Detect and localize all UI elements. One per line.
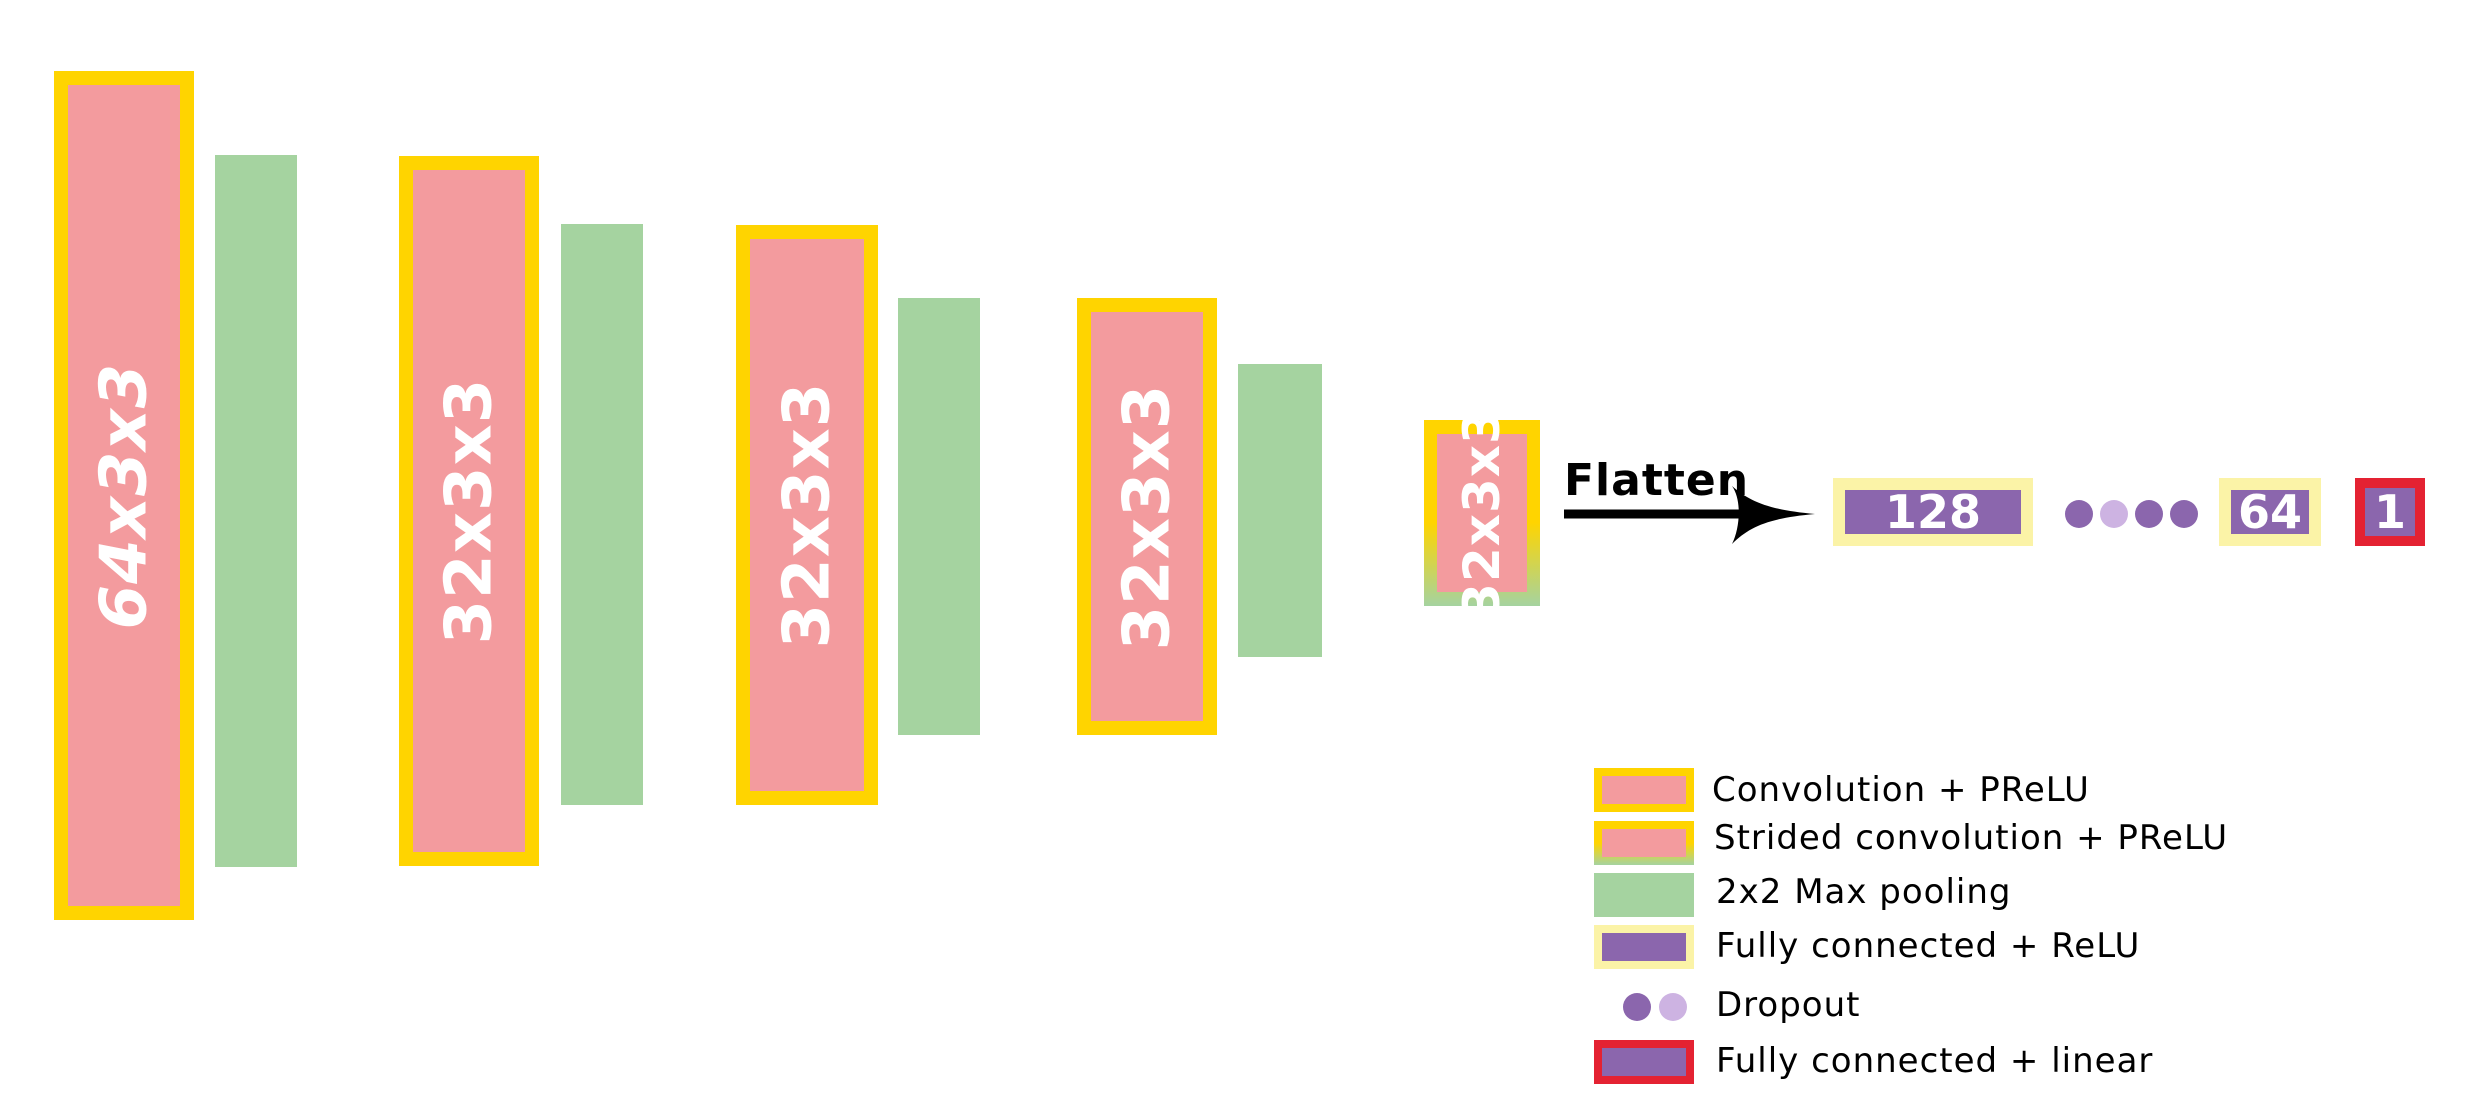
output-layer: 1 <box>2355 478 2425 546</box>
conv-block-1: 64x3x3 <box>54 71 194 920</box>
legend-label-fc-relu: Fully connected + ReLU <box>1716 926 2141 966</box>
pool-block-2 <box>561 224 643 805</box>
output-layer-label: 1 <box>2373 485 2406 539</box>
conv-block-3: 32x3x3 <box>736 225 878 805</box>
legend-swatch-strided <box>1594 821 1694 865</box>
legend-label-fc-linear: Fully connected + linear <box>1716 1041 2154 1081</box>
flatten-label: Flatten <box>1564 455 1750 506</box>
strided-conv-block: 32x3x3 <box>1424 408 1540 618</box>
fc-layer-64-label: 64 <box>2237 485 2302 539</box>
legend-swatch-conv <box>1594 768 1694 812</box>
pool-block-4 <box>1238 364 1322 657</box>
conv-block-2: 32x3x3 <box>399 156 539 866</box>
legend-swatch-fc-relu <box>1594 925 1694 969</box>
pool-block-3 <box>898 298 980 735</box>
dropout-dot <box>2100 500 2128 528</box>
legend-swatch-fc-linear <box>1594 1040 1694 1084</box>
dropout-dot <box>2135 500 2163 528</box>
legend-label-strided: Strided convolution + PReLU <box>1714 818 2229 858</box>
strided-conv-label: 32x3x3 <box>1453 408 1512 618</box>
legend-dropout-dot-icon <box>1659 993 1687 1021</box>
legend-label-pool: 2x2 Max pooling <box>1716 872 2012 912</box>
flatten-arrow-icon <box>1564 486 1815 544</box>
fc-layer-128: 128 <box>1833 478 2033 546</box>
fc-layer-64: 64 <box>2219 478 2321 546</box>
legend-dropout-dot-icon <box>1623 993 1651 1021</box>
fc-layer-128-label: 128 <box>1884 485 1982 539</box>
legend-label-conv: Convolution + PReLU <box>1712 770 2090 810</box>
legend-label-dropout: Dropout <box>1716 985 1861 1025</box>
dropout-dot <box>2170 500 2198 528</box>
conv-block-1-label: 64x3x3 <box>87 362 161 629</box>
conv-block-2-label: 32x3x3 <box>432 377 506 645</box>
strided-conv-inner: 32x3x3 <box>1437 408 1527 618</box>
conv-block-4: 32x3x3 <box>1077 298 1217 735</box>
pool-block-1 <box>215 155 297 867</box>
dropout-dot <box>2065 500 2093 528</box>
conv-block-4-label: 32x3x3 <box>1110 383 1184 650</box>
conv-block-3-label: 32x3x3 <box>770 381 844 649</box>
legend-swatch-pool <box>1594 873 1694 917</box>
